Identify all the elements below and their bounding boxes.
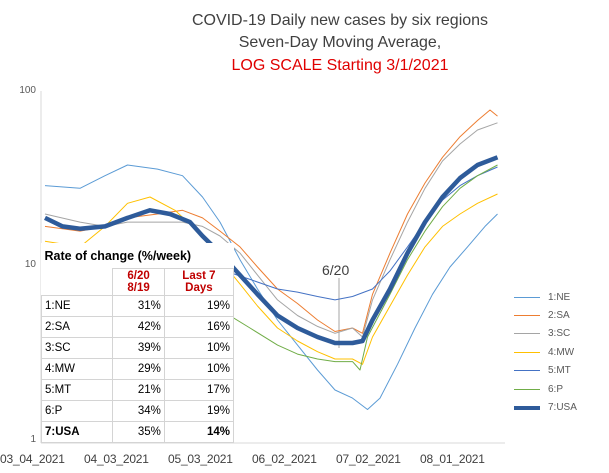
x-tick-label-1: 03_04_2021 xyxy=(0,452,65,466)
legend-swatch xyxy=(514,351,540,353)
table-row: 7:USA 35% 14% xyxy=(40,420,235,444)
y-tick-label-1: 1 xyxy=(30,434,36,445)
table-row: 1:NE 31% 19% xyxy=(40,294,235,317)
legend-swatch xyxy=(514,296,540,298)
annotation-6-20: 6/20 xyxy=(322,262,350,278)
last-7-days-cell: 19% xyxy=(163,294,235,317)
legend-swatch xyxy=(514,315,540,317)
table-title-row: Rate of change (%/week) xyxy=(42,243,234,269)
table-header-blank xyxy=(41,268,114,296)
x-tick-label-3: 05_03_2021 xyxy=(168,452,233,466)
legend-swatch xyxy=(514,388,540,390)
series-line-usa xyxy=(44,155,499,346)
region-cell: 1:NE xyxy=(40,294,114,317)
legend-item-sc: 3:SC xyxy=(514,325,606,343)
x-tick-label-6: 08_01_2021 xyxy=(420,452,485,466)
last-7-days-cell: 16% xyxy=(163,315,235,338)
region-cell: 3:SC xyxy=(40,336,114,359)
rate-since-cell: 34% xyxy=(112,399,165,422)
last-7-days-cell: 19% xyxy=(163,399,235,422)
series-line-sa xyxy=(44,109,498,334)
region-cell: 7:USA xyxy=(40,420,114,444)
header-line: Last 7 xyxy=(182,269,216,282)
header-line: 6/20 xyxy=(127,269,150,282)
region-cell: 6:P xyxy=(40,399,114,422)
header-line: Days xyxy=(185,281,213,294)
last-7-days-cell: 14% xyxy=(163,420,235,444)
legend-item-sa: 2:SA xyxy=(514,306,606,324)
legend-label: 7:USA xyxy=(548,402,577,414)
legend-item-usa: 7:USA xyxy=(514,398,606,416)
legend-item-mw: 4:MW xyxy=(514,343,606,361)
legend-label: 3:SC xyxy=(548,328,571,340)
legend: 1:NE 2:SA 3:SC 4:MW 5:MT 6:P 7:USA xyxy=(514,288,606,417)
series-line-mw xyxy=(44,193,498,365)
x-tick-label-4: 06_02_2021 xyxy=(252,452,317,466)
legend-swatch xyxy=(514,333,540,335)
last-7-days-cell: 10% xyxy=(163,336,235,359)
legend-item-p: 6:P xyxy=(514,380,606,398)
rate-since-cell: 21% xyxy=(112,378,165,401)
region-cell: 4:MW xyxy=(40,357,114,380)
region-cell: 5:MT xyxy=(40,378,114,401)
legend-label: 5:MT xyxy=(548,365,571,377)
legend-label: 2:SA xyxy=(548,310,570,322)
table-row: 6:P 34% 19% xyxy=(40,399,235,422)
chart-title-line-3: LOG SCALE Starting 3/1/2021 xyxy=(231,57,449,74)
header-line: 8/19 xyxy=(127,281,150,294)
table-row: 4:MW 29% 10% xyxy=(40,357,235,380)
rate-since-cell: 29% xyxy=(112,357,165,380)
last-7-days-cell: 17% xyxy=(163,378,235,401)
legend-item-ne: 1:NE xyxy=(514,288,606,306)
legend-label: 1:NE xyxy=(548,291,571,303)
rate-since-cell: 42% xyxy=(112,315,165,338)
table-row: 2:SA 42% 16% xyxy=(40,315,235,338)
chart-title-line-2: Seven-Day Moving Average, xyxy=(238,34,442,51)
legend-label: 4:MW xyxy=(548,346,575,358)
x-tick-label-5: 07_02_2021 xyxy=(336,452,401,466)
series-layer xyxy=(44,109,499,410)
series-line-sc xyxy=(44,122,498,338)
rate-since-cell: 31% xyxy=(112,294,165,317)
table-header-last-7-days: Last 7 Days xyxy=(163,268,235,296)
table-row: 5:MT 21% 17% xyxy=(40,378,235,401)
rate-since-cell: 39% xyxy=(112,336,165,359)
y-tick-label-100: 100 xyxy=(19,85,36,96)
region-cell: 2:SA xyxy=(40,315,114,338)
table-title: Rate of change (%/week) xyxy=(44,248,192,263)
last-7-days-cell: 10% xyxy=(163,357,235,380)
table-header-rate-since: 6/20 8/19 xyxy=(112,268,165,296)
series-line-ne xyxy=(44,164,498,410)
rate-since-cell: 35% xyxy=(112,420,165,444)
table-header-row: 6/20 8/19 Last 7 Days xyxy=(41,268,235,296)
legend-label: 6:P xyxy=(548,383,564,395)
y-tick-label-10: 10 xyxy=(24,259,36,270)
legend-item-mt: 5:MT xyxy=(514,362,606,380)
x-tick-label-2: 04_03_2021 xyxy=(84,452,149,466)
legend-swatch xyxy=(514,405,540,410)
chart-title-line-1: COVID-19 Daily new cases by six regions xyxy=(191,12,489,29)
table-row: 3:SC 39% 10% xyxy=(40,336,235,359)
legend-swatch xyxy=(514,370,540,372)
